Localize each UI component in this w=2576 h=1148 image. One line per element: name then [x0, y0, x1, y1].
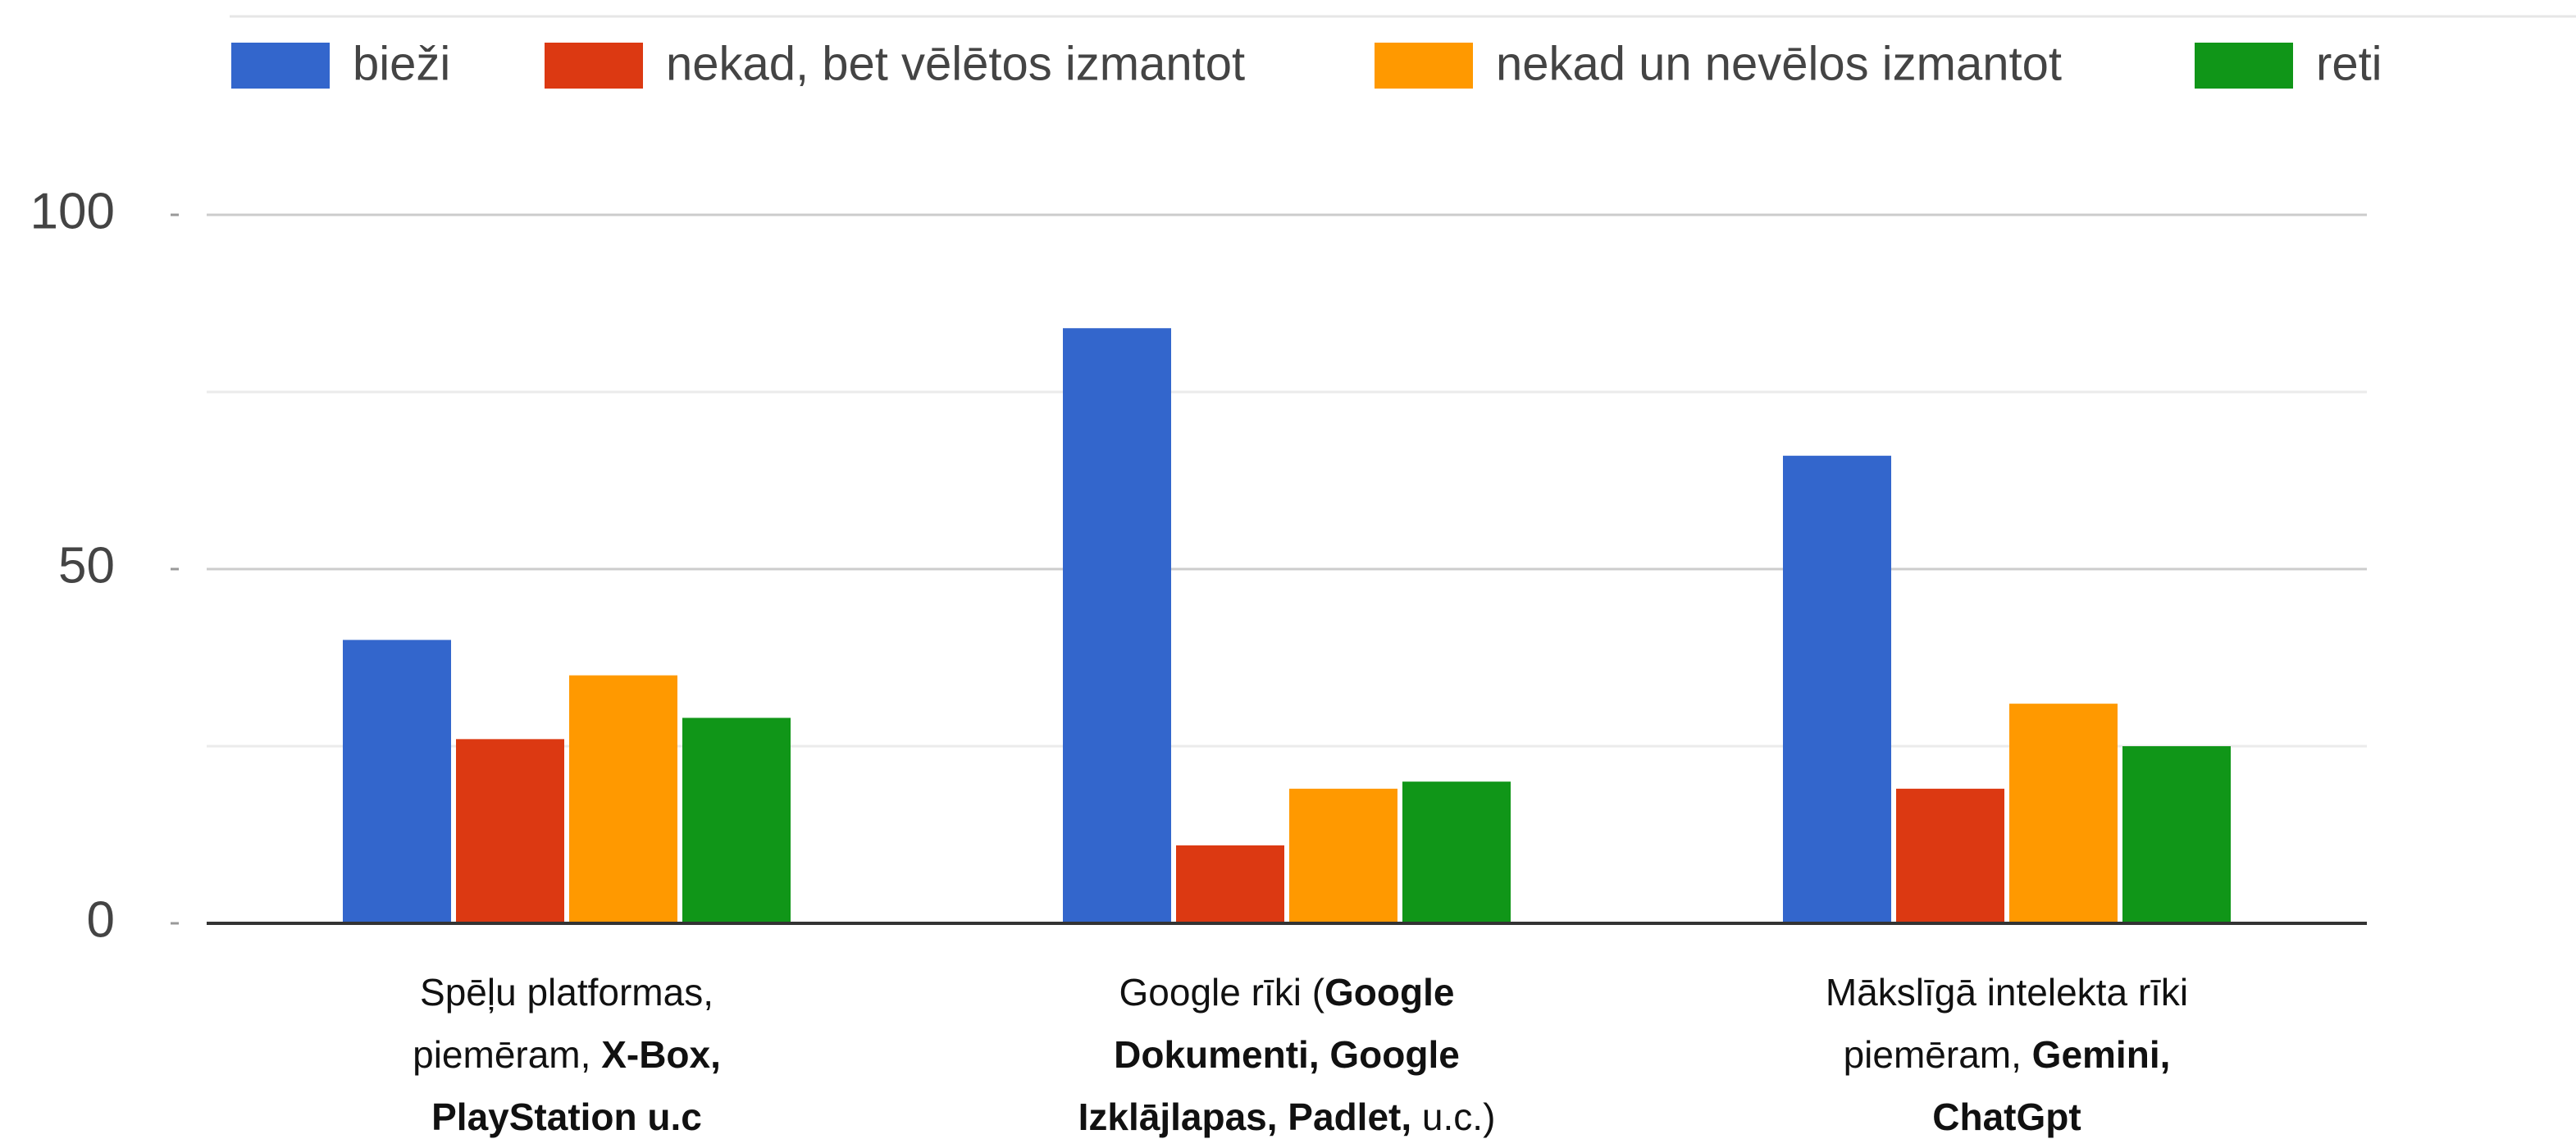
label-run: Mākslīgā intelekta rīki: [1825, 971, 2189, 1014]
label-run: PlayStation u.c: [431, 1096, 702, 1138]
label-line: Izklājlapas, Padlet, u.c.): [1024, 1086, 1549, 1148]
legend-label: reti: [2316, 37, 2382, 90]
bar: [343, 640, 451, 923]
label-line: Mākslīgā intelekta rīki: [1744, 961, 2269, 1023]
bar: [2009, 704, 2118, 923]
label-run: ChatGpt: [1932, 1096, 2081, 1138]
label-run: Google: [1324, 971, 1455, 1014]
label-run: Google rīki (: [1119, 971, 1325, 1014]
label-line: Google rīki (Google: [1024, 961, 1549, 1023]
label-run: piemēram,: [413, 1033, 602, 1076]
legend-swatch: [1375, 43, 1473, 89]
x-tick-label: Google rīki (Google Dokumenti, Google Izkl…: [1024, 961, 1549, 1148]
label-run: Spēļu platformas,: [420, 971, 714, 1014]
bar: [2122, 746, 2231, 923]
x-tick-label: Mākslīgā intelekta rīki piemēram, Gemini,…: [1744, 961, 2269, 1148]
x-tick-label: Spēļu platformas, piemēram, X-Box, PlaySta…: [304, 961, 829, 1148]
bar: [456, 739, 564, 923]
legend-label: nekad un nevēlos izmantot: [1496, 37, 2062, 90]
bar: [1289, 788, 1397, 923]
label-run: u.c.): [1411, 1096, 1496, 1138]
legend-label: bieži: [353, 37, 450, 90]
label-run: Dokumenti, Google: [1114, 1033, 1460, 1076]
y-tick-label: 100: [30, 183, 115, 239]
bar: [569, 675, 677, 923]
label-line: Spēļu platformas,: [304, 961, 829, 1023]
legend-swatch: [2195, 43, 2293, 89]
y-tick-label: 50: [58, 537, 115, 594]
bar: [1783, 455, 1891, 923]
label-run: Gemini,: [2031, 1033, 2171, 1076]
label-line: ChatGpt: [1744, 1086, 2269, 1148]
bar: [1402, 781, 1511, 923]
bar: [1063, 328, 1171, 923]
legend-swatch: [231, 43, 330, 89]
bar: [1176, 845, 1284, 923]
bar: [1896, 788, 2004, 923]
label-line: Dokumenti, Google: [1024, 1023, 1549, 1086]
bar: [682, 718, 791, 923]
label-run: X-Box,: [601, 1033, 721, 1076]
label-run: Izklājlapas, Padlet,: [1078, 1096, 1412, 1138]
label-line: piemēram, Gemini,: [1744, 1023, 2269, 1086]
y-tick-label: 0: [87, 891, 115, 948]
label-line: piemēram, X-Box,: [304, 1023, 829, 1086]
legend-swatch: [545, 43, 643, 89]
legend-label: nekad, bet vēlētos izmantot: [666, 37, 1245, 90]
label-run: piemēram,: [1843, 1033, 2032, 1076]
label-line: PlayStation u.c: [304, 1086, 829, 1148]
